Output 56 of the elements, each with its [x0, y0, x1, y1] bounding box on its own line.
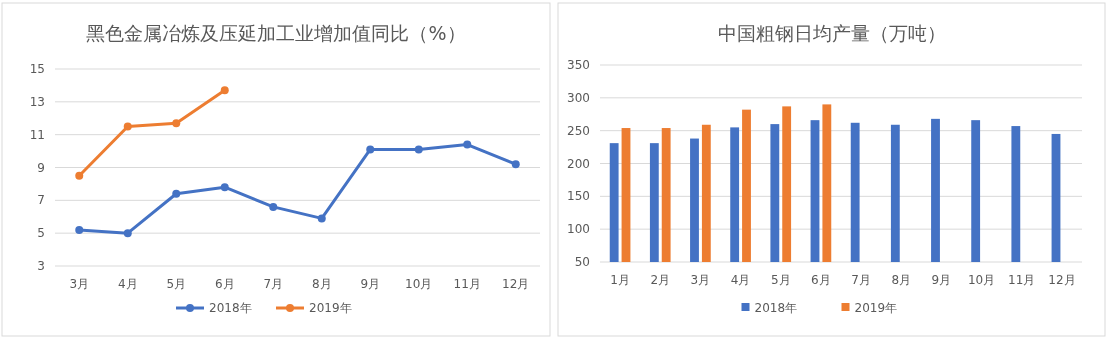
x-tick-label: 11月: [453, 277, 481, 291]
x-tick-label: 9月: [931, 273, 952, 287]
x-tick-label: 11月: [1008, 273, 1036, 287]
point: [463, 140, 472, 149]
point: [172, 189, 181, 198]
legend-label: 2019年: [309, 301, 352, 315]
point: [123, 122, 132, 131]
y-tick-label: 50: [574, 255, 590, 269]
y-tick-label: 350: [567, 58, 590, 72]
point: [220, 183, 229, 192]
point: [511, 160, 520, 169]
y-tick-label: 9: [37, 160, 45, 175]
y-tick-label: 250: [567, 123, 590, 138]
x-tick-label: 8月: [891, 273, 912, 287]
y-tick-label: 11: [29, 127, 45, 142]
legend-label: 2018年: [209, 301, 252, 315]
x-tick-label: 10月: [967, 273, 996, 287]
point: [269, 202, 278, 211]
x-tick-label: 7月: [851, 273, 871, 287]
x-tick-label: 5月: [166, 277, 187, 291]
x-tick-label: 3月: [69, 277, 90, 291]
x-tick-label: 8月: [311, 277, 332, 291]
chart-title: 黑色金属冶炼及压延加工业增加值同比（%）: [86, 22, 466, 44]
y-tick-label: 100: [567, 222, 590, 237]
y-tick-label: 7: [37, 193, 45, 208]
x-tick-label: 12月: [502, 277, 530, 291]
point: [172, 119, 181, 128]
point: [317, 214, 326, 223]
y-tick-label: 3: [37, 259, 45, 273]
x-tick-label: 3月: [690, 273, 711, 287]
x-tick-label: 9月: [360, 277, 381, 291]
y-tick-label: 13: [29, 94, 45, 109]
y-tick-label: 200: [567, 156, 590, 171]
x-tick-label: 7月: [263, 277, 284, 291]
x-tick-label: 1月: [610, 273, 630, 287]
y-tick-label: 300: [567, 90, 590, 105]
x-tick-label: 2月: [650, 273, 671, 287]
x-tick-label: 5月: [770, 273, 791, 287]
x-tick-label: 6月: [811, 273, 831, 287]
y-tick-label: 5: [37, 226, 45, 241]
x-tick-label: 10月: [405, 277, 433, 291]
x-tick-label: 4月: [117, 277, 138, 291]
y-tick-label: 150: [567, 189, 590, 204]
point: [123, 229, 132, 238]
legend-label: 2019年: [854, 301, 898, 315]
legend-label: 2018年: [754, 301, 798, 315]
x-tick-label: 12月: [1048, 273, 1076, 287]
y-tick-label: 15: [29, 62, 45, 76]
point: [75, 225, 84, 234]
x-tick-label: 4月: [730, 273, 751, 287]
point: [75, 171, 84, 180]
x-tick-label: 6月: [214, 277, 235, 291]
point: [220, 86, 229, 95]
chart-title: 中国粗钢日均产量（万吨）: [717, 22, 946, 44]
point: [414, 145, 423, 154]
point: [366, 145, 375, 154]
